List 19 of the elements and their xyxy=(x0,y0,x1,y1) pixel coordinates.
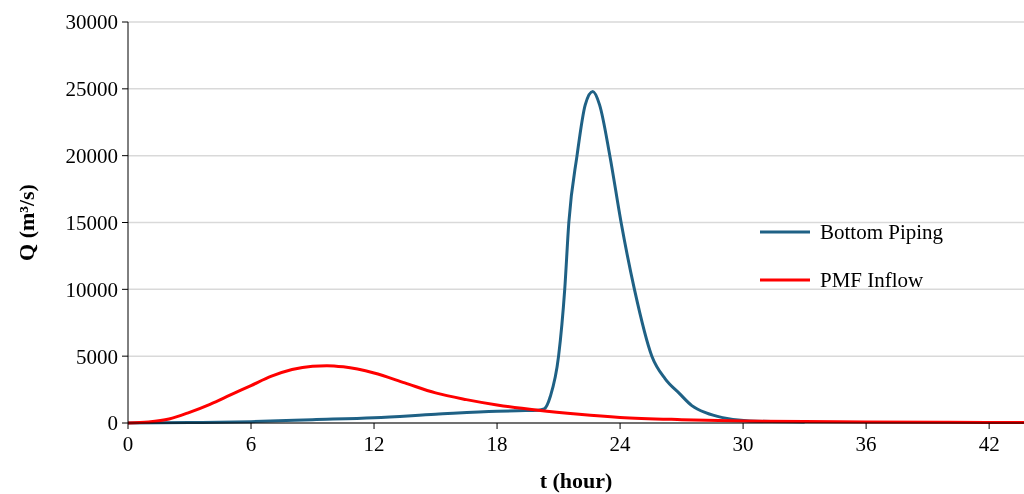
x-tick-label: 12 xyxy=(363,432,385,456)
x-tick-label: 18 xyxy=(486,432,508,456)
x-tick-label: 24 xyxy=(609,432,632,456)
x-tick-label: 42 xyxy=(978,432,1000,456)
y-tick-label: 10000 xyxy=(65,277,118,302)
y-tick-label: 0 xyxy=(107,411,118,436)
legend-label: PMF Inflow xyxy=(820,268,925,293)
x-tick-label: 6 xyxy=(245,432,257,456)
y-tick-label: 5000 xyxy=(76,344,118,369)
y-tick-label: 15000 xyxy=(65,210,118,235)
x-axis-title: t (hour) xyxy=(539,468,613,493)
y-axis-title: Q (m³/s) xyxy=(14,184,39,261)
legend-label: Bottom Piping xyxy=(820,220,944,245)
x-tick-label: 0 xyxy=(122,432,134,456)
y-tick-label: 25000 xyxy=(65,77,118,102)
x-tick-label: 30 xyxy=(732,432,754,456)
y-tick-label: 20000 xyxy=(65,144,118,169)
x-tick-label: 36 xyxy=(855,432,877,456)
y-tick-label: 30000 xyxy=(65,10,118,35)
